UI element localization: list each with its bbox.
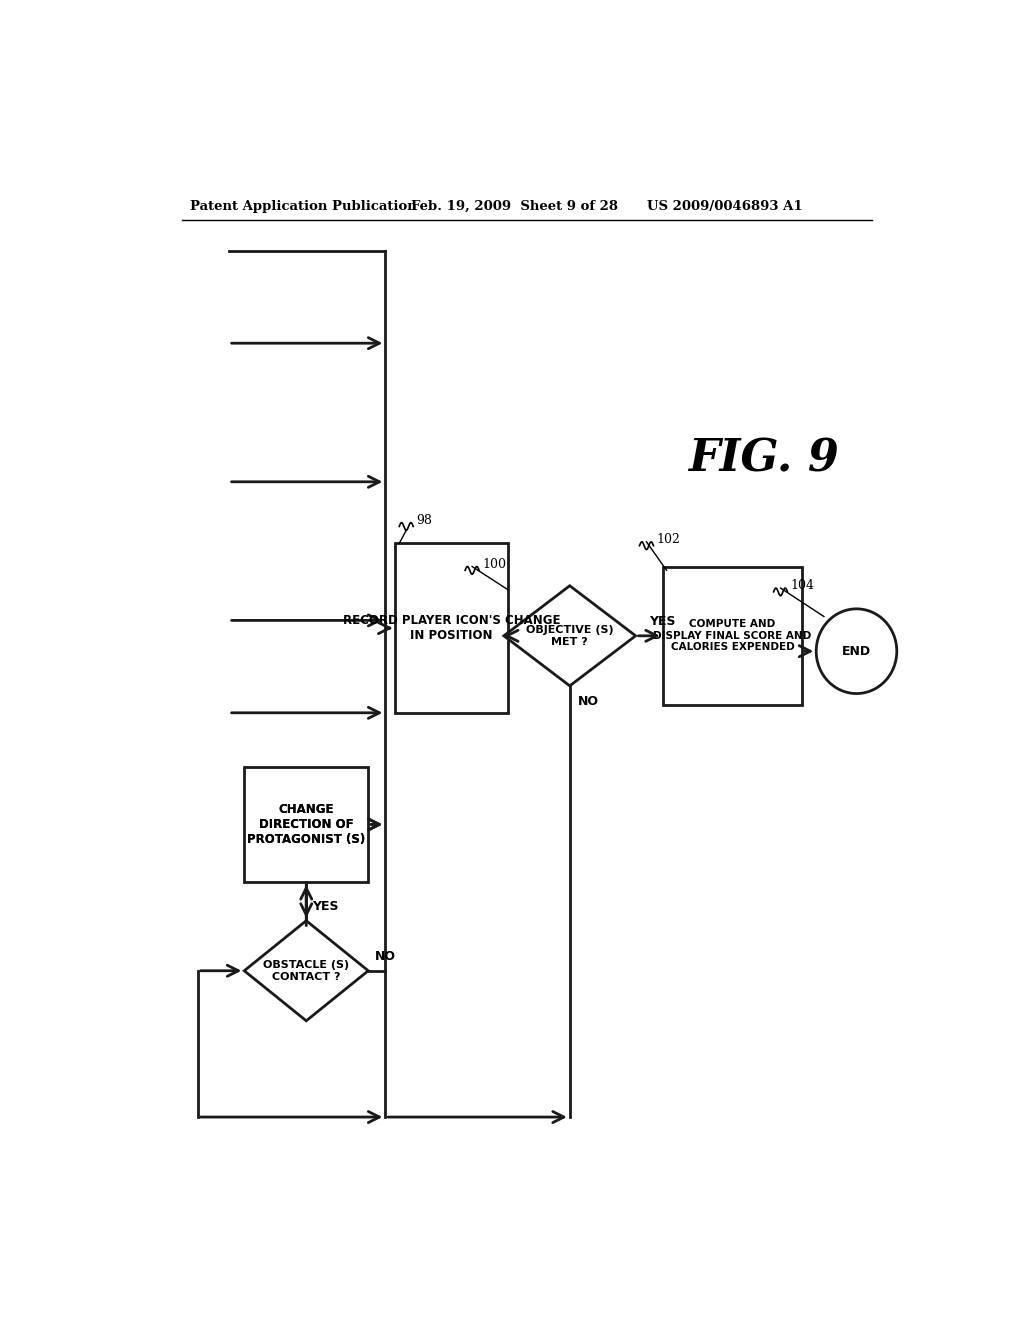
Bar [245,767,369,882]
Bar [663,566,802,705]
Text: RECORD PLAYER ICON'S CHANGE
IN POSITION: RECORD PLAYER ICON'S CHANGE IN POSITION [343,614,560,642]
Text: YES: YES [649,615,676,628]
Polygon shape [504,586,636,686]
Text: COMPUTE AND
DISPLAY FINAL SCORE AND
CALORIES EXPENDED: COMPUTE AND DISPLAY FINAL SCORE AND CALO… [653,619,812,652]
Polygon shape [245,921,369,1020]
Text: Patent Application Publication: Patent Application Publication [190,199,417,213]
Text: 100: 100 [482,557,506,570]
Text: END: END [842,644,871,657]
Text: CHANGE
DIRECTION OF
PROTAGONIST (S): CHANGE DIRECTION OF PROTAGONIST (S) [247,803,366,846]
Text: 98: 98 [417,513,432,527]
Bar [395,544,508,713]
Text: Feb. 19, 2009  Sheet 9 of 28: Feb. 19, 2009 Sheet 9 of 28 [411,199,617,213]
Text: FIG. 9: FIG. 9 [688,437,839,480]
Text: 104: 104 [791,579,815,593]
Text: NO: NO [375,950,395,964]
Text: 102: 102 [656,533,680,546]
Text: US 2009/0046893 A1: US 2009/0046893 A1 [647,199,803,213]
Ellipse shape [816,609,897,693]
Text: NO: NO [578,694,598,708]
Text: CHANGE
DIRECTION OF
PROTAGONIST (S): CHANGE DIRECTION OF PROTAGONIST (S) [247,803,366,846]
Text: OBSTACLE (S)
CONTACT ?: OBSTACLE (S) CONTACT ? [263,960,349,982]
Text: YES: YES [312,900,339,913]
Text: OBJECTIVE (S)
MET ?: OBJECTIVE (S) MET ? [526,624,613,647]
